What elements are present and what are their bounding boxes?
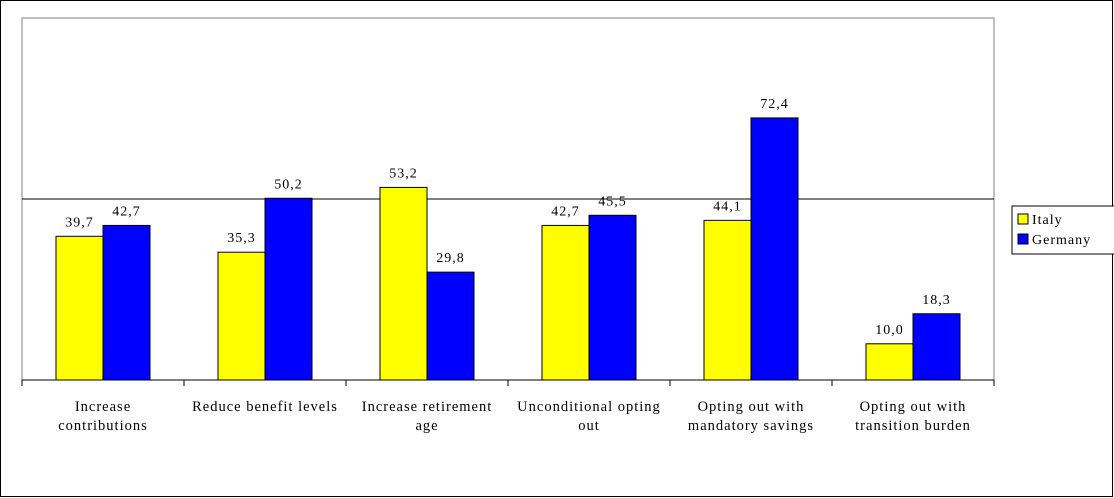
data-label: 44,1 <box>713 199 742 214</box>
data-label: 42,7 <box>551 204 580 219</box>
bar <box>426 271 475 381</box>
bar <box>865 343 914 381</box>
data-label: 29,8 <box>436 251 465 266</box>
data-label: 53,2 <box>389 166 418 181</box>
data-label: 42,7 <box>112 204 141 219</box>
x-tick-label: Opting out with transition burden <box>855 399 971 434</box>
x-tick-label: Increase contributions <box>58 399 148 434</box>
bar <box>264 197 313 381</box>
data-label: 50,2 <box>274 177 303 192</box>
bar <box>217 251 266 381</box>
data-label: 18,3 <box>922 293 951 308</box>
legend-label: Germany <box>1032 233 1091 248</box>
data-label: 72,4 <box>760 97 789 112</box>
x-tick-label: Opting out with mandatory savings <box>687 399 815 434</box>
data-label: 10,0 <box>875 323 904 338</box>
bar <box>102 224 151 381</box>
bar <box>541 224 590 381</box>
data-label: 45,5 <box>598 194 627 209</box>
x-tick-label: Unconditional opting out <box>517 399 661 434</box>
legend-box <box>1011 205 1114 255</box>
legend-swatch <box>1017 233 1029 245</box>
bar <box>379 186 428 381</box>
x-tick-label: Increase retirement age <box>361 399 493 434</box>
bar <box>750 117 799 381</box>
bar <box>588 214 637 381</box>
bar <box>703 219 752 381</box>
legend-swatch <box>1017 213 1029 225</box>
bar <box>912 313 961 381</box>
legend-label: Italy <box>1032 213 1063 228</box>
bar <box>55 235 104 381</box>
data-label: 35,3 <box>227 231 256 246</box>
data-label: 39,7 <box>65 215 94 230</box>
x-tick-label: Reduce benefit levels <box>192 399 338 415</box>
